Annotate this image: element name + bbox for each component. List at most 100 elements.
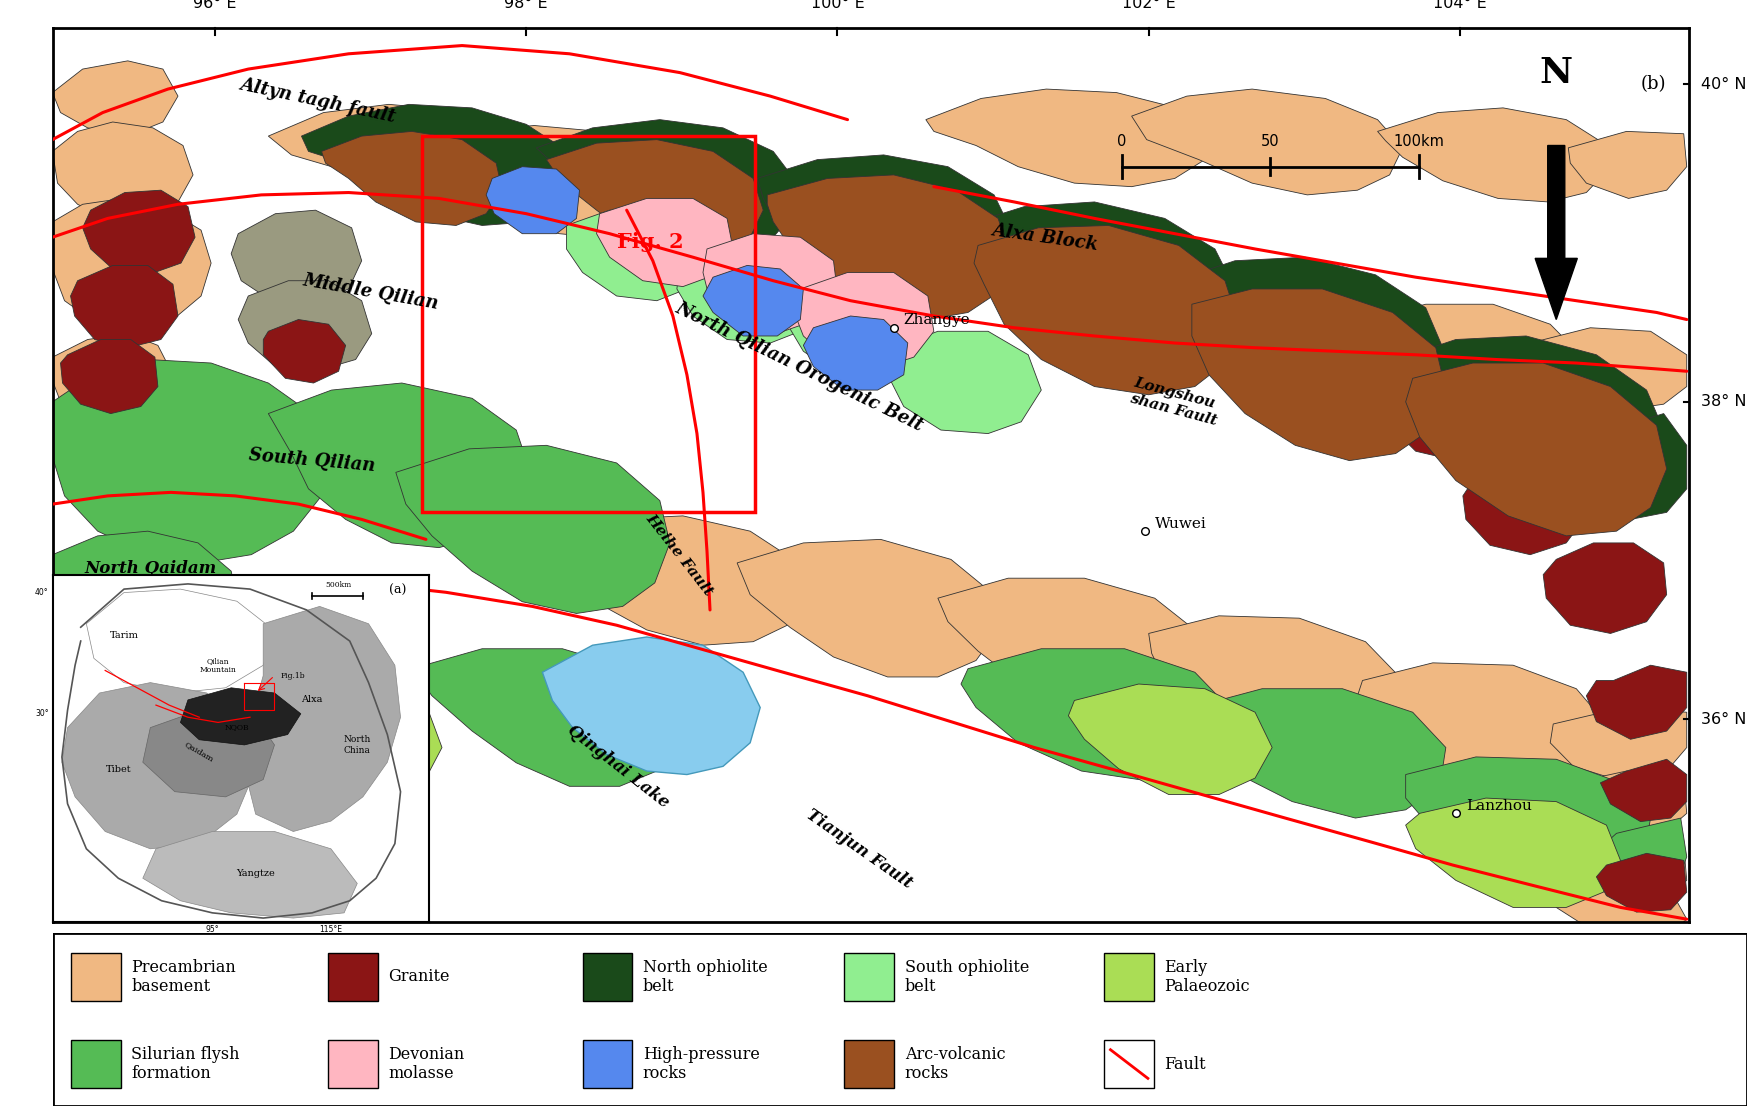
- Polygon shape: [1544, 543, 1666, 633]
- Text: 96° E: 96° E: [192, 0, 236, 11]
- Text: North ophiolite
belt: North ophiolite belt: [642, 958, 768, 995]
- Polygon shape: [411, 649, 677, 786]
- Bar: [845, 1040, 894, 1088]
- Text: Longshou
shan Fault: Longshou shan Fault: [1129, 375, 1223, 428]
- Bar: [583, 1040, 632, 1088]
- Polygon shape: [1365, 304, 1580, 407]
- Text: 500km: 500km: [326, 581, 352, 589]
- Polygon shape: [52, 360, 331, 563]
- Polygon shape: [1225, 324, 1356, 413]
- Polygon shape: [1132, 89, 1404, 194]
- Polygon shape: [1192, 277, 1404, 375]
- Polygon shape: [1405, 798, 1620, 907]
- Polygon shape: [1186, 689, 1445, 818]
- Text: Qilian
Mountain: Qilian Mountain: [200, 657, 236, 674]
- Polygon shape: [86, 589, 275, 693]
- Polygon shape: [396, 446, 670, 613]
- Polygon shape: [238, 280, 371, 371]
- Polygon shape: [147, 641, 312, 745]
- Polygon shape: [1390, 336, 1664, 507]
- Polygon shape: [1586, 666, 1687, 739]
- Polygon shape: [1598, 818, 1687, 898]
- Text: Fault: Fault: [1164, 1056, 1206, 1072]
- Polygon shape: [301, 104, 572, 226]
- FancyArrow shape: [1535, 145, 1577, 319]
- Bar: [72, 953, 121, 1001]
- Text: Fig.1b: Fig.1b: [282, 671, 306, 679]
- Bar: [845, 953, 894, 1001]
- Polygon shape: [788, 284, 931, 379]
- Text: 100km: 100km: [1393, 134, 1444, 149]
- Polygon shape: [268, 104, 555, 192]
- Polygon shape: [1584, 413, 1687, 519]
- Text: North Qilian Orogenic Belt: North Qilian Orogenic Belt: [672, 298, 926, 435]
- Text: N: N: [1540, 56, 1573, 89]
- Text: Fig. 2: Fig. 2: [616, 232, 682, 252]
- Text: Early
Palaeozoic: Early Palaeozoic: [1164, 958, 1250, 995]
- Text: Silurian flysh
formation: Silurian flysh formation: [131, 1046, 240, 1082]
- Polygon shape: [52, 607, 186, 700]
- Polygon shape: [52, 532, 238, 651]
- Text: 115°E: 115°E: [320, 925, 343, 934]
- Polygon shape: [975, 226, 1239, 394]
- Text: 38° N: 38° N: [1701, 394, 1746, 409]
- Text: Qaidam: Qaidam: [184, 741, 215, 763]
- Text: 40° N: 40° N: [1701, 77, 1746, 92]
- Text: North Qaidam
HPMB: North Qaidam HPMB: [84, 560, 217, 596]
- Polygon shape: [1148, 615, 1400, 747]
- Polygon shape: [487, 166, 579, 233]
- Polygon shape: [544, 516, 803, 646]
- Polygon shape: [1601, 760, 1687, 822]
- Text: Wuwei: Wuwei: [1155, 517, 1206, 531]
- Polygon shape: [322, 132, 502, 226]
- Polygon shape: [926, 89, 1213, 187]
- Text: 98° E: 98° E: [504, 0, 548, 11]
- Text: 95°: 95°: [205, 925, 219, 934]
- Polygon shape: [1069, 684, 1272, 794]
- Text: Heihe Fault: Heihe Fault: [642, 512, 716, 599]
- Polygon shape: [1386, 371, 1514, 460]
- Polygon shape: [1405, 757, 1650, 884]
- Polygon shape: [1066, 296, 1192, 386]
- Polygon shape: [1596, 853, 1687, 913]
- Polygon shape: [1358, 662, 1606, 792]
- Polygon shape: [144, 831, 357, 918]
- Polygon shape: [1405, 363, 1666, 536]
- Text: Qinghai Lake: Qinghai Lake: [565, 722, 672, 811]
- Polygon shape: [546, 140, 763, 254]
- Polygon shape: [61, 340, 158, 413]
- Polygon shape: [61, 682, 255, 849]
- Polygon shape: [1377, 108, 1606, 202]
- Polygon shape: [1041, 269, 1242, 363]
- Polygon shape: [1463, 466, 1586, 555]
- Text: Alxa: Alxa: [301, 696, 322, 705]
- Polygon shape: [248, 684, 443, 794]
- Bar: [583, 953, 632, 1001]
- Text: (b): (b): [1640, 75, 1666, 94]
- Polygon shape: [704, 266, 803, 336]
- Text: Tibet: Tibet: [105, 765, 131, 774]
- Polygon shape: [758, 155, 1012, 300]
- Polygon shape: [536, 120, 798, 249]
- Polygon shape: [567, 210, 704, 300]
- Bar: [72, 1040, 121, 1088]
- Polygon shape: [52, 60, 178, 136]
- Bar: [422, 136, 756, 513]
- Text: 104° E: 104° E: [1433, 0, 1488, 11]
- Polygon shape: [677, 249, 817, 343]
- Text: Granite: Granite: [388, 968, 450, 985]
- Polygon shape: [268, 383, 528, 547]
- Text: 50: 50: [1260, 134, 1279, 149]
- Text: 40°: 40°: [35, 588, 49, 598]
- Text: Lanzhou: Lanzhou: [1466, 800, 1531, 813]
- Polygon shape: [1192, 289, 1445, 460]
- Text: 36° N: 36° N: [1701, 712, 1746, 727]
- Text: 102° E: 102° E: [1122, 0, 1176, 11]
- Text: Tianjun Fault: Tianjun Fault: [803, 805, 915, 891]
- Polygon shape: [1530, 327, 1687, 410]
- Text: Alxa Block: Alxa Block: [990, 221, 1099, 254]
- Bar: [1104, 1040, 1153, 1088]
- Bar: [327, 953, 378, 1001]
- Text: South ophiolite
belt: South ophiolite belt: [905, 958, 1029, 995]
- Polygon shape: [803, 316, 908, 390]
